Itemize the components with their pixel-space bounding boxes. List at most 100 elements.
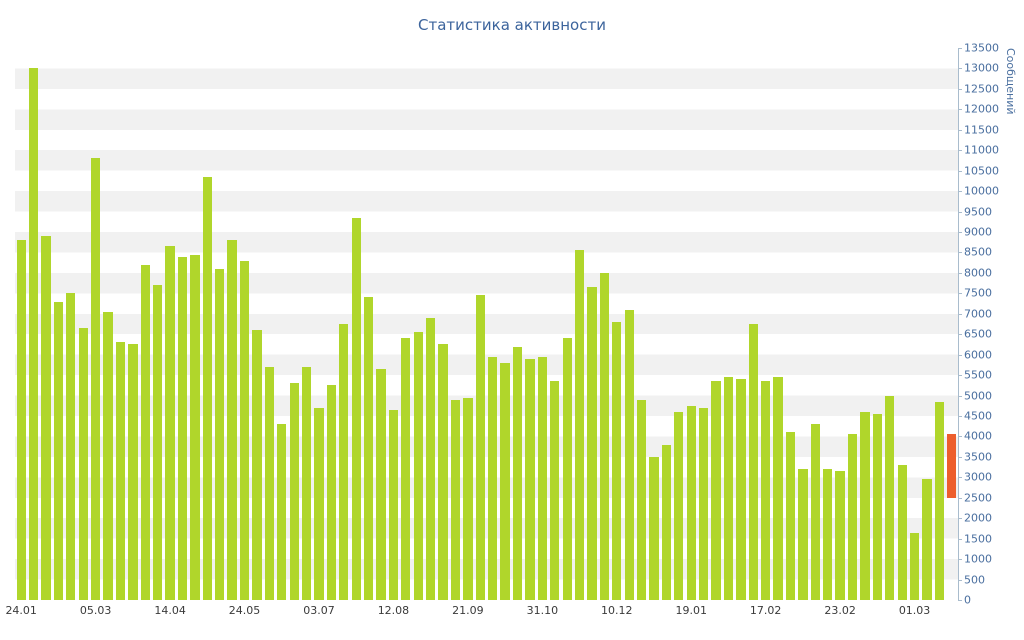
bar[interactable] — [264, 366, 274, 600]
bar[interactable] — [140, 264, 150, 600]
bar[interactable] — [736, 379, 746, 600]
y-tick-label: 7500 — [964, 286, 992, 300]
bar[interactable] — [525, 358, 535, 600]
bar[interactable] — [426, 317, 436, 600]
y-tick-label: 1000 — [964, 552, 992, 566]
bar[interactable] — [649, 456, 659, 600]
bar[interactable] — [190, 254, 200, 600]
bar[interactable] — [723, 377, 734, 600]
bar[interactable] — [574, 250, 585, 600]
y-tick-label: 3000 — [964, 470, 992, 484]
bar[interactable] — [41, 236, 51, 600]
bar[interactable] — [599, 272, 610, 600]
bar[interactable] — [624, 309, 634, 600]
bar[interactable] — [761, 381, 771, 600]
bar[interactable] — [450, 399, 461, 600]
bar[interactable] — [128, 344, 138, 600]
plot-area — [15, 48, 958, 600]
bar[interactable] — [934, 401, 945, 600]
y-tick-label: 500 — [964, 573, 985, 587]
bar[interactable] — [326, 385, 337, 600]
bar[interactable] — [711, 381, 721, 600]
bar[interactable] — [587, 287, 597, 600]
bar[interactable] — [28, 68, 39, 600]
bar[interactable] — [177, 256, 188, 600]
bar[interactable] — [612, 321, 622, 600]
x-tick-label: 01.03 — [898, 604, 931, 617]
bar[interactable] — [165, 246, 175, 600]
x-tick-label: 14.04 — [154, 604, 186, 617]
y-tick-label: 1500 — [964, 532, 992, 546]
bar[interactable] — [835, 471, 845, 600]
bar[interactable] — [314, 407, 324, 600]
x-tick-label: 21.09 — [452, 604, 484, 617]
bar[interactable] — [115, 342, 126, 600]
bar[interactable] — [537, 356, 547, 600]
bar[interactable] — [773, 377, 783, 600]
bar[interactable] — [103, 311, 113, 600]
bar[interactable] — [438, 344, 448, 600]
bar[interactable] — [227, 240, 237, 600]
bar[interactable] — [748, 324, 758, 600]
bar[interactable] — [674, 411, 684, 600]
y-tick-label: 11000 — [964, 143, 999, 157]
bar[interactable] — [847, 434, 858, 600]
bar[interactable] — [413, 332, 423, 600]
y-tick-mark — [958, 170, 962, 172]
bar[interactable] — [239, 260, 250, 600]
bar[interactable] — [885, 395, 895, 600]
y-tick-label: 11500 — [964, 123, 999, 137]
bar[interactable] — [388, 409, 399, 600]
bar[interactable] — [401, 338, 411, 600]
bar[interactable] — [500, 362, 510, 600]
bar[interactable] — [252, 330, 262, 600]
y-tick-mark — [958, 354, 962, 356]
x-tick-label: 24.05 — [228, 604, 261, 617]
bar[interactable] — [860, 411, 870, 600]
bar[interactable] — [301, 366, 312, 600]
bar[interactable] — [53, 301, 64, 600]
bar[interactable] — [16, 240, 26, 600]
y-tick-mark — [958, 559, 962, 561]
bar[interactable] — [351, 217, 361, 600]
bar[interactable] — [661, 444, 672, 600]
y-tick-label: 9000 — [964, 225, 992, 239]
y-axis-title: Сообщений — [1004, 48, 1017, 115]
bar[interactable] — [202, 176, 212, 600]
bar[interactable] — [909, 532, 920, 600]
bar[interactable] — [78, 328, 88, 600]
bar[interactable] — [512, 346, 523, 600]
bar[interactable] — [363, 297, 374, 600]
bar[interactable] — [66, 293, 76, 600]
bar[interactable] — [562, 338, 572, 600]
bar[interactable] — [798, 469, 808, 600]
bar[interactable] — [153, 285, 163, 600]
bar[interactable] — [698, 407, 709, 600]
y-tick-mark — [958, 579, 962, 581]
bar[interactable] — [810, 424, 820, 600]
y-tick-mark — [958, 150, 962, 152]
bar[interactable] — [897, 465, 907, 600]
bar[interactable] — [277, 424, 287, 600]
bar[interactable] — [215, 268, 225, 600]
bar[interactable] — [823, 469, 833, 600]
bar[interactable] — [91, 158, 101, 600]
bar[interactable] — [475, 295, 485, 600]
bar[interactable] — [550, 381, 560, 600]
highlight-bar[interactable] — [947, 434, 957, 498]
bar[interactable] — [463, 397, 473, 600]
bar[interactable] — [636, 399, 647, 600]
bar[interactable] — [376, 368, 386, 600]
x-tick-label: 31.10 — [526, 604, 559, 617]
bar[interactable] — [339, 324, 349, 600]
bar[interactable] — [872, 413, 882, 600]
y-tick-label: 8500 — [964, 245, 992, 259]
bar[interactable] — [785, 432, 796, 600]
bar[interactable] — [686, 405, 696, 600]
bar[interactable] — [289, 383, 299, 600]
bar[interactable] — [922, 479, 932, 600]
x-tick-label: 24.01 — [5, 604, 37, 617]
bar[interactable] — [488, 356, 498, 600]
